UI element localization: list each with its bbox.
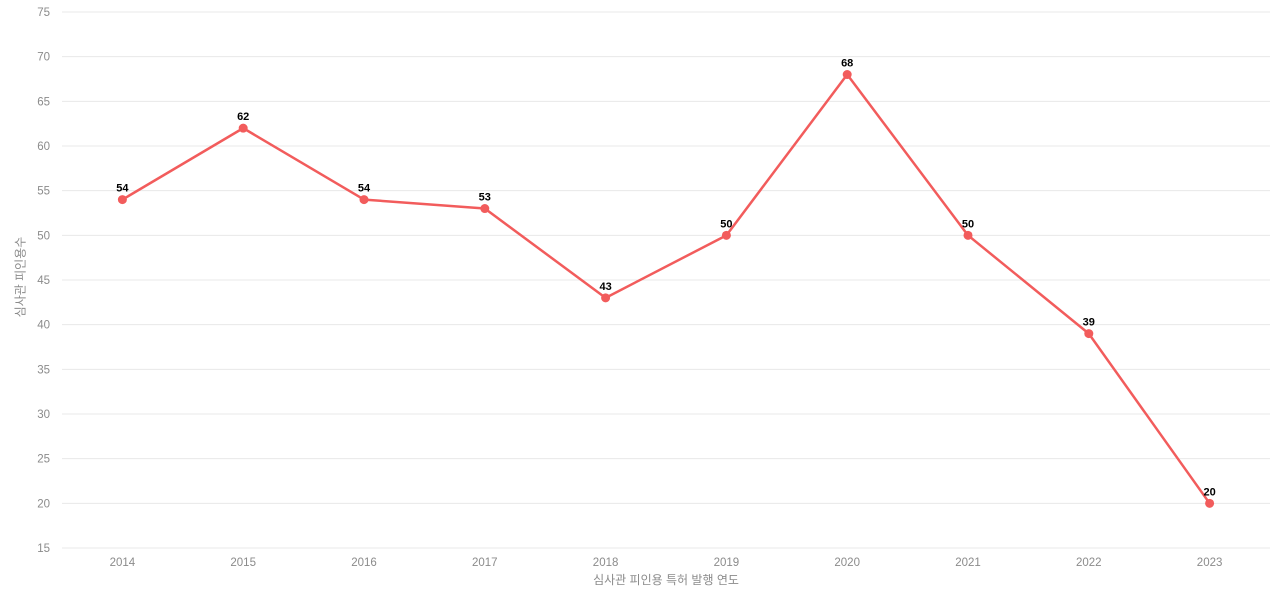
- data-point-2023[interactable]: [1205, 498, 1215, 508]
- data-point-2016[interactable]: [359, 195, 369, 205]
- data-line: [121, 73, 1211, 505]
- data-point-2020[interactable]: [842, 70, 852, 80]
- x-tick-label: 2020: [834, 557, 860, 569]
- y-tick-label: 65: [37, 96, 50, 108]
- data-point-2017[interactable]: [480, 204, 490, 214]
- y-tick-label: 50: [37, 230, 50, 242]
- x-tick-label: 2017: [472, 557, 498, 569]
- y-tick-label: 75: [37, 7, 50, 19]
- value-label-2023: 20: [1203, 486, 1215, 498]
- data-point-2019[interactable]: [721, 230, 731, 240]
- value-label-2016: 54: [358, 183, 371, 195]
- value-label-2018: 43: [599, 281, 611, 293]
- x-axis-title: 심사관 피인용 특허 발행 연도: [593, 573, 739, 587]
- x-tick-label: 2021: [955, 557, 981, 569]
- y-tick-label: 15: [37, 543, 50, 555]
- y-tick-label: 45: [37, 275, 50, 287]
- value-label-2022: 39: [1083, 317, 1095, 329]
- y-tick-label: 40: [37, 320, 50, 332]
- y-tick-label: 35: [37, 364, 50, 376]
- data-point-2022[interactable]: [1084, 329, 1094, 339]
- data-point-2015[interactable]: [238, 123, 248, 133]
- data-point-2018[interactable]: [601, 293, 611, 303]
- value-label-2021: 50: [962, 218, 974, 230]
- value-label-2020: 68: [841, 58, 853, 70]
- y-tick-label: 25: [37, 454, 50, 466]
- x-tick-label: 2016: [351, 557, 377, 569]
- x-tick-label: 2023: [1197, 557, 1223, 569]
- x-tick-label: 2014: [110, 557, 136, 569]
- x-tick-label: 2019: [714, 557, 740, 569]
- value-label-2019: 50: [720, 218, 732, 230]
- y-tick-label: 30: [37, 409, 50, 421]
- y-tick-label: 55: [37, 186, 50, 198]
- value-label-2017: 53: [479, 192, 491, 204]
- x-tick-label: 2022: [1076, 557, 1102, 569]
- y-axis-title: 심사관 피인용수: [13, 236, 28, 318]
- y-tick-label: 60: [37, 141, 50, 153]
- data-point-2021[interactable]: [963, 230, 973, 240]
- value-label-2015: 62: [237, 111, 249, 123]
- y-tick-label: 20: [37, 498, 50, 510]
- data-point-2014[interactable]: [117, 195, 127, 205]
- value-label-2014: 54: [116, 183, 129, 195]
- x-tick-label: 2015: [230, 557, 256, 569]
- y-tick-label: 70: [37, 52, 50, 64]
- x-tick-label: 2018: [593, 557, 619, 569]
